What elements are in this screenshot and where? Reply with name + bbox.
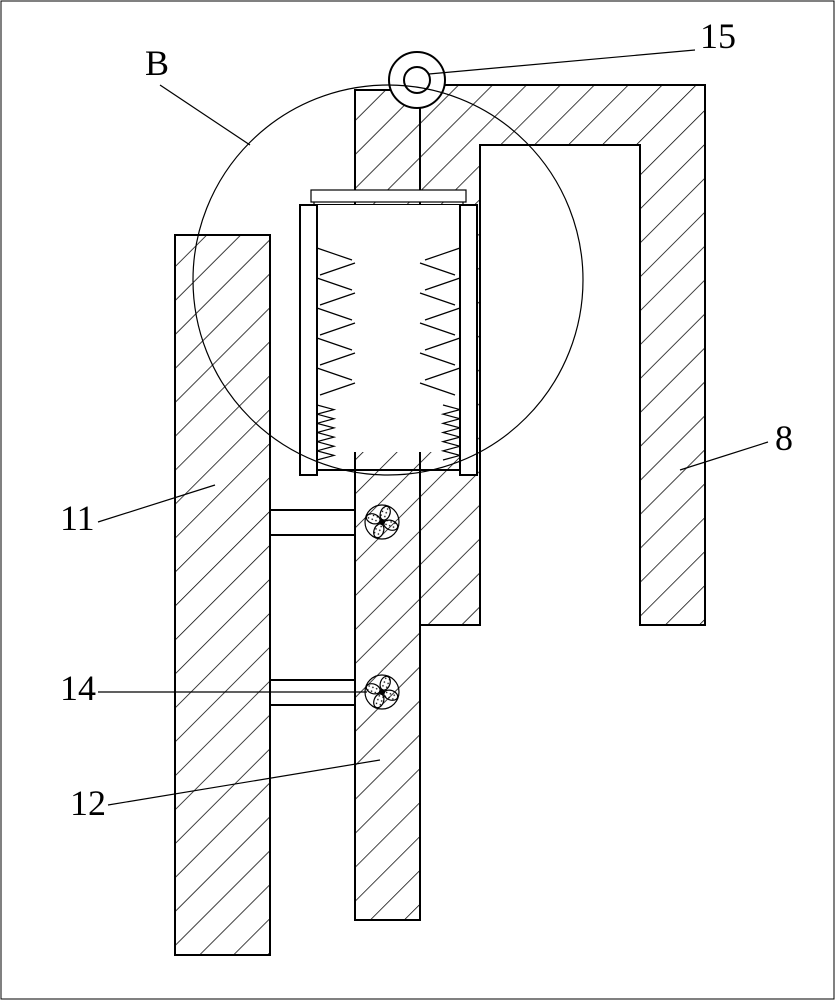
label-12: 12 [70,783,106,823]
label-11: 11 [60,498,95,538]
label-14: 14 [60,668,96,708]
label-15: 15 [700,16,736,56]
label-B: B [145,43,169,83]
label-8: 8 [775,418,793,458]
